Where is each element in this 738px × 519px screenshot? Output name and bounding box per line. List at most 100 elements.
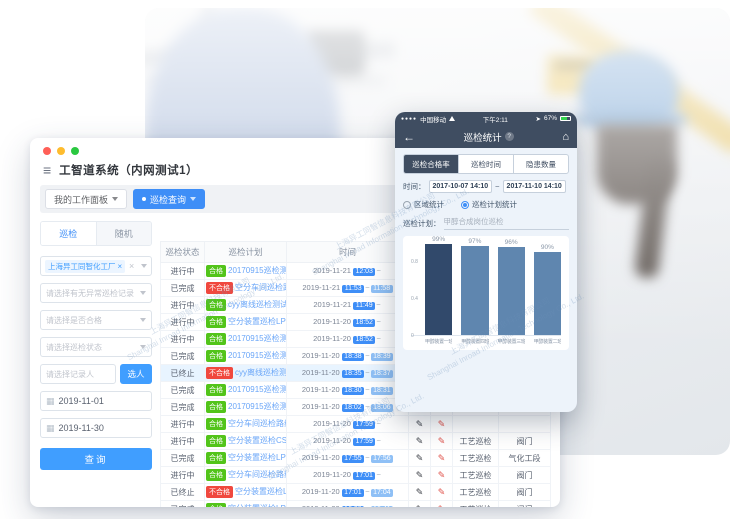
plan-link[interactable]: 空分车间巡检路线 xyxy=(228,470,287,479)
table-row[interactable]: 已完成 合格 空分装置巡检LPF 2019-11-20 17:55 ~17:56 ✎ ✎ 工艺巡… xyxy=(160,449,551,467)
sidebar-tab-inspection[interactable]: 巡检 xyxy=(41,222,96,245)
chevron-down-icon xyxy=(140,318,146,322)
table-row[interactable]: 已完成合格空分装置巡检LPF2019-11-2016:38~16:41✎✎工艺巡… xyxy=(160,500,551,508)
table-row[interactable]: 进行中 合格 空分车间巡检路线 2019-11-20 17:01 ~ ✎ ✎ 工艺巡检 阀门 xyxy=(160,466,551,484)
end-date-input[interactable]: ▦ 2019-11-30 xyxy=(40,418,152,438)
plan-link[interactable]: 空分装置巡检LPF xyxy=(228,504,286,507)
date-text: 2019-11-20 xyxy=(301,487,340,497)
start-time-chip: 11:49 xyxy=(353,301,376,310)
close-window-button[interactable] xyxy=(43,147,51,155)
edit-pencil-icon[interactable]: ✎ xyxy=(437,418,446,429)
edit-pencil-icon[interactable]: ✎ xyxy=(437,452,446,463)
menu-icon[interactable]: ≡ xyxy=(43,162,52,178)
plan-link[interactable]: 空分装置巡检LPF xyxy=(228,317,287,326)
back-arrow-icon[interactable]: ← xyxy=(403,129,415,144)
table-row[interactable]: 已终止不合格空分装置巡检LPF2019-11-2017:01~17:04✎✎工艺… xyxy=(160,483,551,501)
minimize-window-button[interactable] xyxy=(57,147,65,155)
edit-pencil-icon[interactable]: ✎ xyxy=(438,504,446,508)
start-datetime-input[interactable]: 2017-10-07 14:10 xyxy=(428,180,493,193)
edit-pencil-icon[interactable]: ✎ xyxy=(437,469,446,480)
chevron-down-icon xyxy=(190,197,197,201)
x-axis-label: 甲醇装置三班 xyxy=(497,339,525,345)
plan-link[interactable]: cyy离线巡检测试计划 xyxy=(228,300,286,309)
chevron-down-icon xyxy=(140,345,146,349)
radio-area-statistics[interactable] xyxy=(403,200,411,209)
home-icon[interactable]: ⌂ xyxy=(562,130,569,143)
type-cell xyxy=(452,415,499,433)
signature-icon[interactable]: ✎ xyxy=(415,486,424,497)
recorder-input[interactable]: 请选择记录人 xyxy=(40,364,116,384)
time-cell: 2019-11-21 11:49 ~ xyxy=(286,296,409,314)
plan-link[interactable]: 20170915巡检测试 xyxy=(228,334,286,343)
edit-pencil-icon[interactable]: ✎ xyxy=(437,435,446,446)
radio-plan-statistics[interactable] xyxy=(461,200,469,209)
plan-cell: 不合格空分装置巡检LPF xyxy=(204,483,287,501)
tab-inspection-query[interactable]: 巡检查询 xyxy=(133,189,206,209)
edit-pencil-icon[interactable]: ✎ xyxy=(437,486,446,497)
wifi-icon xyxy=(449,116,456,121)
plan-link[interactable]: 空分装置巡检LPF xyxy=(228,453,287,462)
table-row[interactable]: 进行中 合格 空分装置巡检CSY 2019-11-20 17:59 ~ ✎ ✎ 工艺巡检 阀门 xyxy=(160,432,551,450)
plan-link[interactable]: cyy离线巡检测试计划 xyxy=(235,368,287,377)
result-badge: 合格 xyxy=(206,435,226,447)
signature-cell: ✎ xyxy=(408,449,431,467)
table-row[interactable]: 进行中 合格 空分车间巡检路线 2019-11-20 17:59 ~ ✎ ✎ xyxy=(160,415,551,433)
pass-fail-select[interactable]: 请选择是否合格 xyxy=(40,310,152,330)
status-cell: 进行中 xyxy=(160,466,205,484)
pick-person-button[interactable]: 选人 xyxy=(120,364,152,384)
abnormal-record-select[interactable]: 请选择有无异常巡检记录 xyxy=(40,283,152,303)
signature-icon[interactable]: ✎ xyxy=(415,469,424,480)
remove-tag-icon[interactable]: × xyxy=(117,261,123,271)
signature-icon[interactable]: ✎ xyxy=(415,452,424,463)
bar-column[interactable]: 99% xyxy=(425,236,453,335)
signature-icon[interactable]: ✎ xyxy=(415,418,424,429)
signal-strength-icon: ●●●● xyxy=(401,115,418,122)
date-text: 2019-11-20 xyxy=(301,368,340,378)
type-cell: 工艺巡检 xyxy=(452,500,499,507)
plan-link[interactable]: 空分车间巡检路线 xyxy=(228,419,287,428)
plan-link[interactable]: 20170915巡检测试 xyxy=(228,385,286,394)
plan-link[interactable]: 空分车间巡检路线 xyxy=(235,283,286,292)
start-time-chip: 18:02 xyxy=(341,403,365,412)
time-separator: ~ xyxy=(376,317,381,327)
plan-link[interactable]: 空分装置巡检CSY xyxy=(228,436,287,445)
select-placeholder: 请选择有无异常巡检记录 xyxy=(46,288,134,298)
action-cell: ✎ xyxy=(430,466,453,484)
end-time-chip: 11:58 xyxy=(370,284,393,293)
bar-column[interactable]: 97% xyxy=(461,238,489,335)
end-datetime-input[interactable]: 2017-11-10 14:10 xyxy=(502,180,566,193)
start-time-chip: 17:59 xyxy=(352,437,376,446)
plan-cell: 合格 空分车间巡检路线 xyxy=(204,466,287,484)
signature-icon[interactable]: ✎ xyxy=(416,504,424,508)
bar-column[interactable]: 90% xyxy=(533,244,561,335)
time-separator: ~ xyxy=(376,436,381,446)
plan-link[interactable]: 20170915巡检测试 xyxy=(228,266,286,275)
plan-link[interactable]: 20170915巡检测试 xyxy=(228,402,286,411)
time-cell: 2019-11-20 18:38 ~18:39 xyxy=(286,347,409,365)
plan-link[interactable]: 20170915巡检测试 xyxy=(228,351,286,360)
time-cell: 2019-11-20 18:30 ~18:31 xyxy=(286,381,409,399)
clear-icon[interactable]: × xyxy=(128,261,135,271)
signature-cell: ✎ xyxy=(408,415,431,433)
start-date-input[interactable]: ▦ 2019-11-01 xyxy=(40,391,152,411)
tab-workspace[interactable]: 我的工作面板 xyxy=(45,189,128,209)
bar xyxy=(461,246,489,335)
bar-column[interactable]: 96% xyxy=(497,239,525,335)
inspection-status-select[interactable]: 请选择巡检状态 xyxy=(40,337,152,357)
maximize-window-button[interactable] xyxy=(71,147,79,155)
phone-page-title: 巡检统计 xyxy=(463,132,502,144)
tab-inspection-time[interactable]: 巡检时间 xyxy=(458,155,513,173)
plan-link[interactable]: 空分装置巡检LPF xyxy=(235,487,286,496)
plant-multiselect[interactable]: 上海异工同智化工厂 × × xyxy=(40,256,152,276)
tab-pass-rate[interactable]: 巡检合格率 xyxy=(404,155,458,173)
signature-icon[interactable]: ✎ xyxy=(415,435,424,446)
sidebar-tab-random[interactable]: 随机 xyxy=(95,222,151,245)
plan-field-input[interactable]: 甲醇合成岗位巡检 xyxy=(443,216,569,230)
result-badge: 合格 xyxy=(206,333,226,345)
time-cell: 2019-11-20 18:02 ~18:06 xyxy=(286,398,409,416)
query-button[interactable]: 查询 xyxy=(40,448,152,470)
bar-value-label: 99% xyxy=(432,236,446,243)
tab-hazard-count[interactable]: 隐患数量 xyxy=(513,155,568,173)
help-icon[interactable]: ? xyxy=(504,132,514,141)
